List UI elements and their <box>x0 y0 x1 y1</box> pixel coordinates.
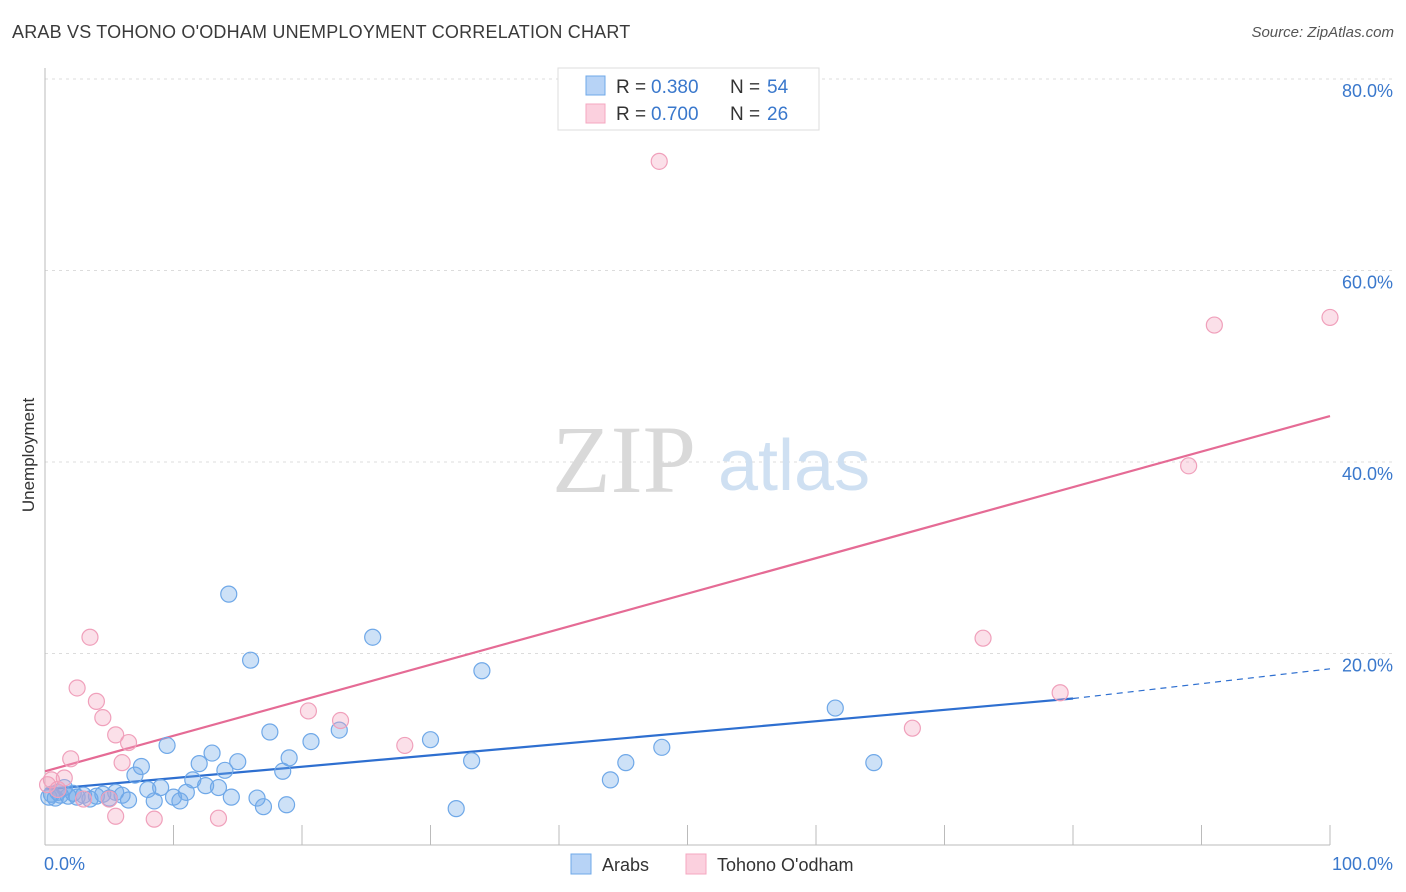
stats-n-value-tohono: 26 <box>767 104 788 125</box>
point-arabs-11 <box>87 787 106 805</box>
point-arabs-49 <box>601 771 620 789</box>
point-tohono-14 <box>119 733 138 752</box>
point-tohono-21 <box>903 719 921 737</box>
point-arabs-48 <box>473 662 491 680</box>
stats-n-value-arabs: 54 <box>767 77 789 98</box>
y-tick-label-40: 40.0% <box>1342 464 1393 484</box>
point-tohono-9 <box>94 709 112 727</box>
chart-title: ARAB VS TOHONO O'ODHAM UNEMPLOYMENT CORR… <box>12 22 631 42</box>
point-arabs-34 <box>220 585 238 603</box>
point-arabs-5 <box>55 778 73 797</box>
point-arabs-45 <box>421 731 440 749</box>
point-arabs-46 <box>447 800 465 818</box>
stats-swatch-arabs <box>585 75 606 96</box>
point-tohono-23 <box>1051 684 1069 702</box>
axes <box>44 68 1331 846</box>
trend-line-tohono <box>44 414 1331 773</box>
point-arabs-27 <box>190 755 208 773</box>
legend-swatch-arabs <box>570 853 592 875</box>
point-tohono-26 <box>1321 308 1339 327</box>
point-arabs-36 <box>248 789 266 807</box>
point-arabs-40 <box>277 796 296 814</box>
point-arabs-16 <box>119 791 138 809</box>
point-arabs-50 <box>617 754 635 772</box>
point-tohono-6 <box>74 790 93 808</box>
stats-r-label-arabs: R = <box>616 77 646 98</box>
y-tick-label-80: 80.0% <box>1342 81 1393 101</box>
trend-line-arabs <box>44 697 1074 791</box>
trend-line-arabs-extension <box>1072 668 1331 700</box>
stats-n-label-arabs: N = <box>730 77 760 98</box>
point-tohono-13 <box>113 754 131 772</box>
point-arabs-41 <box>280 749 298 767</box>
y-tick-label-60: 60.0% <box>1342 273 1393 293</box>
source-label: Source: ZipAtlas.com <box>1251 24 1394 41</box>
point-arabs-18 <box>132 757 150 776</box>
point-arabs-31 <box>216 761 234 779</box>
point-arabs-38 <box>261 723 279 741</box>
point-tohono-1 <box>42 771 61 789</box>
stats-n-label-tohono: N = <box>730 104 760 125</box>
y-axis-label: Unemployment <box>19 398 38 513</box>
legend-label-arabs: Arabs <box>602 855 649 875</box>
point-arabs-30 <box>209 778 228 797</box>
stats-swatch-tohono <box>585 103 606 124</box>
point-tohono-25 <box>1205 316 1223 334</box>
x-tick-label-max: 100.0% <box>1332 854 1393 874</box>
point-arabs-42 <box>302 732 320 751</box>
point-tohono-18 <box>331 711 350 730</box>
point-tohono-3 <box>55 769 73 787</box>
point-arabs-37 <box>254 798 273 816</box>
point-tohono-24 <box>1180 457 1198 475</box>
series-legend: Arabs Tohono O'odham <box>570 853 854 875</box>
data-points <box>38 152 1339 828</box>
stats-r-value-arabs: 0.380 <box>651 77 699 98</box>
point-arabs-53 <box>865 754 883 772</box>
point-arabs-22 <box>158 736 176 755</box>
point-arabs-52 <box>826 699 844 717</box>
point-arabs-33 <box>229 753 247 771</box>
point-tohono-20 <box>650 152 668 170</box>
point-arabs-17 <box>126 766 144 784</box>
point-tohono-22 <box>974 629 992 647</box>
y-tick-label-20: 20.0% <box>1342 656 1393 676</box>
point-arabs-24 <box>171 792 189 810</box>
point-tohono-11 <box>107 726 125 744</box>
point-arabs-47 <box>463 752 481 770</box>
point-arabs-44 <box>364 628 382 646</box>
point-tohono-17 <box>299 702 318 720</box>
point-tohono-15 <box>145 810 163 828</box>
point-arabs-32 <box>222 788 240 806</box>
point-tohono-19 <box>396 736 414 755</box>
point-tohono-16 <box>209 809 228 827</box>
point-arabs-29 <box>203 744 221 762</box>
point-tohono-7 <box>81 628 99 646</box>
point-tohono-8 <box>87 692 106 710</box>
point-arabs-21 <box>152 778 170 797</box>
point-tohono-12 <box>107 807 125 825</box>
point-tohono-10 <box>100 790 118 808</box>
trend-lines <box>44 414 1331 791</box>
point-arabs-51 <box>653 738 671 756</box>
x-tick-label-min: 0.0% <box>44 854 85 874</box>
watermark-zip: ZIP <box>552 406 696 513</box>
point-tohono-5 <box>68 679 86 697</box>
legend-swatch-tohono <box>685 853 707 875</box>
point-arabs-28 <box>197 777 215 795</box>
watermark-atlas: atlas <box>718 426 870 506</box>
point-arabs-35 <box>242 651 260 669</box>
watermark: ZIP atlas <box>552 406 870 513</box>
stats-r-value-tohono: 0.700 <box>651 104 699 125</box>
stats-legend: R = 0.380 N = 54 R = 0.700 N = 26 <box>557 67 820 131</box>
grid-lines <box>45 78 1392 654</box>
legend-label-tohono: Tohono O'odham <box>717 855 854 875</box>
y-tick-labels: 20.0% 40.0% 60.0% 80.0% <box>1342 81 1393 676</box>
point-tohono-4 <box>62 750 80 768</box>
point-arabs-8 <box>68 788 86 806</box>
stats-r-label-tohono: R = <box>616 104 646 125</box>
